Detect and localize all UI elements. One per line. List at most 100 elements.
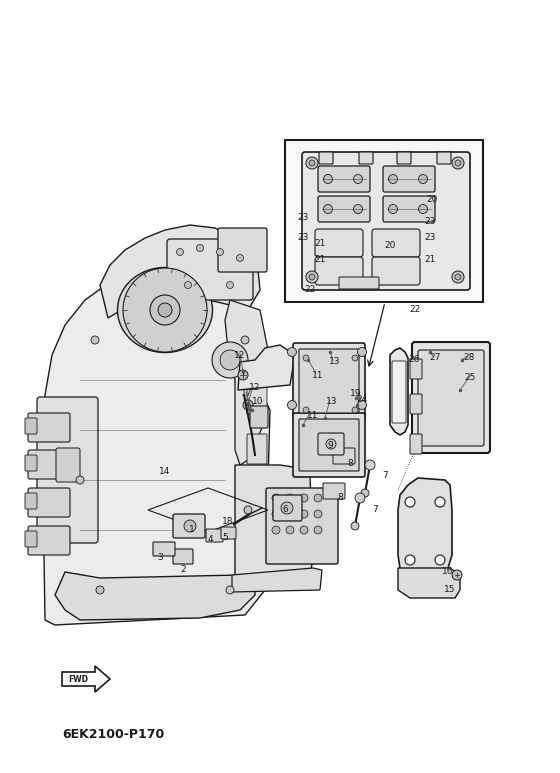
Circle shape: [244, 506, 252, 514]
Polygon shape: [55, 570, 255, 620]
Text: 14: 14: [159, 468, 171, 476]
FancyBboxPatch shape: [410, 434, 422, 454]
Circle shape: [226, 586, 234, 594]
Circle shape: [357, 400, 366, 410]
FancyBboxPatch shape: [293, 413, 365, 477]
Circle shape: [352, 407, 358, 413]
Text: 6EK2100-P170: 6EK2100-P170: [62, 728, 164, 741]
Circle shape: [96, 586, 104, 594]
FancyBboxPatch shape: [221, 527, 236, 539]
Text: FWD: FWD: [68, 675, 88, 683]
Circle shape: [158, 303, 172, 317]
Ellipse shape: [118, 267, 212, 352]
FancyBboxPatch shape: [173, 514, 205, 538]
FancyBboxPatch shape: [359, 152, 373, 164]
Circle shape: [300, 510, 308, 518]
FancyBboxPatch shape: [173, 549, 193, 564]
Circle shape: [286, 510, 294, 518]
Polygon shape: [62, 666, 110, 692]
Circle shape: [217, 248, 223, 256]
Circle shape: [452, 271, 464, 283]
Circle shape: [306, 271, 318, 283]
Polygon shape: [398, 478, 452, 582]
FancyBboxPatch shape: [392, 361, 406, 423]
FancyBboxPatch shape: [372, 229, 420, 257]
FancyBboxPatch shape: [318, 433, 344, 455]
Text: 13: 13: [329, 357, 340, 366]
Text: 3: 3: [157, 553, 163, 563]
Text: 20: 20: [426, 196, 438, 205]
Polygon shape: [232, 568, 322, 592]
Circle shape: [286, 526, 294, 534]
Text: 23: 23: [297, 213, 309, 223]
Circle shape: [184, 281, 192, 288]
FancyBboxPatch shape: [25, 493, 37, 509]
Circle shape: [455, 274, 461, 280]
Circle shape: [212, 342, 248, 378]
Circle shape: [272, 510, 280, 518]
FancyBboxPatch shape: [25, 418, 37, 434]
Text: 8: 8: [337, 493, 343, 502]
FancyBboxPatch shape: [318, 166, 370, 192]
FancyBboxPatch shape: [273, 495, 302, 521]
Circle shape: [353, 205, 362, 213]
Circle shape: [303, 355, 309, 361]
Circle shape: [314, 510, 322, 518]
FancyBboxPatch shape: [250, 406, 268, 428]
Text: 23: 23: [424, 233, 436, 243]
Polygon shape: [225, 300, 268, 465]
Circle shape: [324, 205, 333, 213]
Circle shape: [176, 248, 184, 256]
Text: 16: 16: [442, 567, 454, 577]
FancyBboxPatch shape: [28, 413, 70, 442]
Circle shape: [435, 497, 445, 507]
Text: 23: 23: [297, 233, 309, 241]
Circle shape: [272, 526, 280, 534]
Circle shape: [418, 205, 427, 213]
FancyBboxPatch shape: [247, 484, 267, 514]
Text: 15: 15: [444, 585, 456, 594]
Text: 22: 22: [409, 305, 421, 315]
FancyBboxPatch shape: [302, 152, 470, 290]
Circle shape: [76, 476, 84, 484]
Circle shape: [455, 160, 461, 166]
Circle shape: [389, 175, 398, 183]
FancyBboxPatch shape: [28, 450, 70, 479]
Polygon shape: [42, 268, 270, 625]
Text: 13: 13: [326, 397, 338, 407]
Circle shape: [361, 489, 369, 497]
FancyBboxPatch shape: [293, 343, 365, 419]
Text: 21: 21: [314, 256, 326, 264]
Text: 2: 2: [180, 566, 186, 574]
Text: 20: 20: [384, 240, 396, 250]
FancyBboxPatch shape: [247, 534, 267, 564]
Circle shape: [303, 407, 309, 413]
Circle shape: [351, 522, 359, 530]
Text: 24: 24: [356, 396, 367, 404]
Circle shape: [220, 350, 240, 370]
Text: 25: 25: [464, 373, 475, 383]
Circle shape: [286, 494, 294, 502]
Circle shape: [184, 520, 196, 532]
Text: 8: 8: [347, 458, 353, 468]
FancyBboxPatch shape: [383, 166, 435, 192]
Circle shape: [405, 555, 415, 565]
Text: 7: 7: [372, 506, 378, 515]
Circle shape: [272, 494, 280, 502]
Circle shape: [123, 268, 207, 352]
Text: 5: 5: [222, 533, 228, 542]
Circle shape: [352, 355, 358, 361]
Polygon shape: [390, 348, 408, 435]
FancyBboxPatch shape: [25, 531, 37, 547]
FancyBboxPatch shape: [266, 488, 338, 564]
Circle shape: [281, 502, 293, 514]
FancyBboxPatch shape: [218, 228, 267, 272]
FancyBboxPatch shape: [339, 277, 379, 289]
Circle shape: [389, 205, 398, 213]
FancyBboxPatch shape: [37, 397, 98, 543]
Circle shape: [197, 244, 203, 251]
Circle shape: [418, 175, 427, 183]
Polygon shape: [235, 465, 313, 582]
Text: 23: 23: [424, 217, 436, 226]
Circle shape: [452, 157, 464, 169]
